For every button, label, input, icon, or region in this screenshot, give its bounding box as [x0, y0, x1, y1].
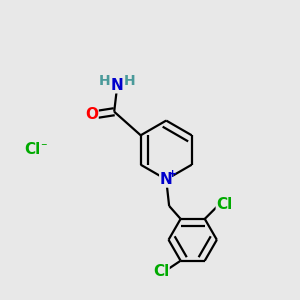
Text: N: N: [111, 78, 124, 93]
Text: H: H: [99, 74, 111, 88]
Text: H: H: [124, 74, 135, 88]
Text: Cl: Cl: [153, 263, 169, 278]
Text: Cl: Cl: [24, 142, 40, 158]
Text: O: O: [85, 107, 98, 122]
Text: +: +: [168, 169, 177, 179]
Text: ⁻: ⁻: [40, 141, 47, 154]
Text: Cl: Cl: [216, 197, 232, 212]
Text: N: N: [160, 172, 172, 187]
